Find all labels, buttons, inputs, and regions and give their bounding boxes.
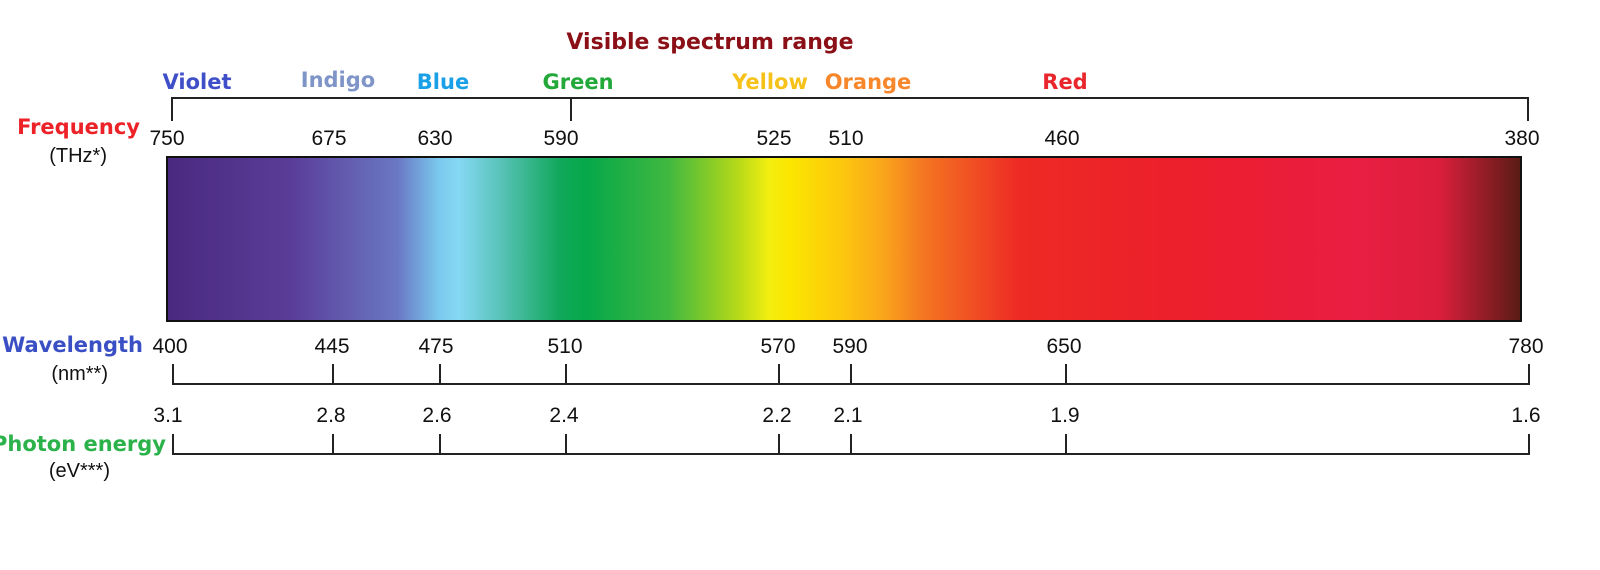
wavelength-tick-label: 650 — [1046, 335, 1082, 358]
frequency-tick-label: 380 — [1504, 127, 1540, 150]
wavelength-tick-label: 570 — [760, 335, 796, 358]
energy-tick — [1065, 434, 1067, 455]
photon-energy-unit: (eV***) — [48, 460, 110, 482]
wavelength-tick-label: 510 — [547, 335, 583, 358]
frequency-tick — [1527, 97, 1529, 121]
color-label-blue: Blue — [416, 70, 470, 94]
wavelength-tick — [332, 364, 334, 385]
energy-tick — [439, 434, 441, 455]
energy-tick — [172, 434, 174, 455]
photon-energy-label: Photon energy — [0, 432, 166, 456]
frequency-tick-label: 525 — [756, 127, 792, 150]
visible-spectrum-bar — [166, 156, 1522, 322]
wavelength-tick-label: 475 — [418, 335, 454, 358]
frequency-tick-label: 510 — [828, 127, 864, 150]
color-label-red: Red — [1042, 70, 1088, 94]
wavelength-label: Wavelength — [2, 333, 143, 357]
frequency-tick-label: 590 — [543, 127, 579, 150]
energy-tick-label: 2.1 — [833, 404, 863, 427]
energy-tick — [332, 434, 334, 455]
frequency-tick-label: 460 — [1044, 127, 1080, 150]
energy-tick-label: 2.6 — [422, 404, 452, 427]
wavelength-tick-label: 590 — [832, 335, 868, 358]
color-label-orange: Orange — [824, 70, 912, 94]
energy-tick-label: 1.9 — [1050, 404, 1080, 427]
wavelength-tick — [778, 364, 780, 385]
wavelength-tick-label: 445 — [314, 335, 350, 358]
frequency-tick-label: 630 — [417, 127, 453, 150]
wavelength-tick — [172, 364, 174, 385]
frequency-tick — [570, 97, 572, 121]
frequency-label: Frequency — [17, 115, 140, 139]
frequency-axis-line — [171, 97, 1529, 99]
energy-tick-label: 2.4 — [549, 404, 579, 427]
wavelength-tick-label: 400 — [152, 335, 188, 358]
frequency-tick — [171, 97, 173, 121]
color-label-yellow: Yellow — [732, 70, 808, 94]
wavelength-tick — [439, 364, 441, 385]
color-label-violet: Violet — [162, 70, 232, 94]
energy-tick-label: 2.2 — [762, 404, 792, 427]
energy-tick — [1528, 434, 1530, 455]
energy-tick — [850, 434, 852, 455]
wavelength-tick — [1528, 364, 1530, 385]
wavelength-tick — [850, 364, 852, 385]
wavelength-tick — [565, 364, 567, 385]
energy-tick — [565, 434, 567, 455]
frequency-tick-label: 675 — [311, 127, 347, 150]
diagram-title: Visible spectrum range — [566, 30, 854, 55]
frequency-tick-label: 750 — [149, 127, 185, 150]
energy-tick — [778, 434, 780, 455]
wavelength-unit: (nm**) — [51, 363, 108, 385]
frequency-unit: (THz*) — [49, 145, 107, 167]
color-label-green: Green — [542, 70, 614, 94]
color-label-indigo: Indigo — [300, 68, 376, 92]
energy-tick-label: 2.8 — [316, 404, 346, 427]
energy-tick-label: 1.6 — [1511, 404, 1541, 427]
wavelength-tick — [1065, 364, 1067, 385]
wavelength-tick-label: 780 — [1508, 335, 1544, 358]
energy-tick-label: 3.1 — [153, 404, 183, 427]
